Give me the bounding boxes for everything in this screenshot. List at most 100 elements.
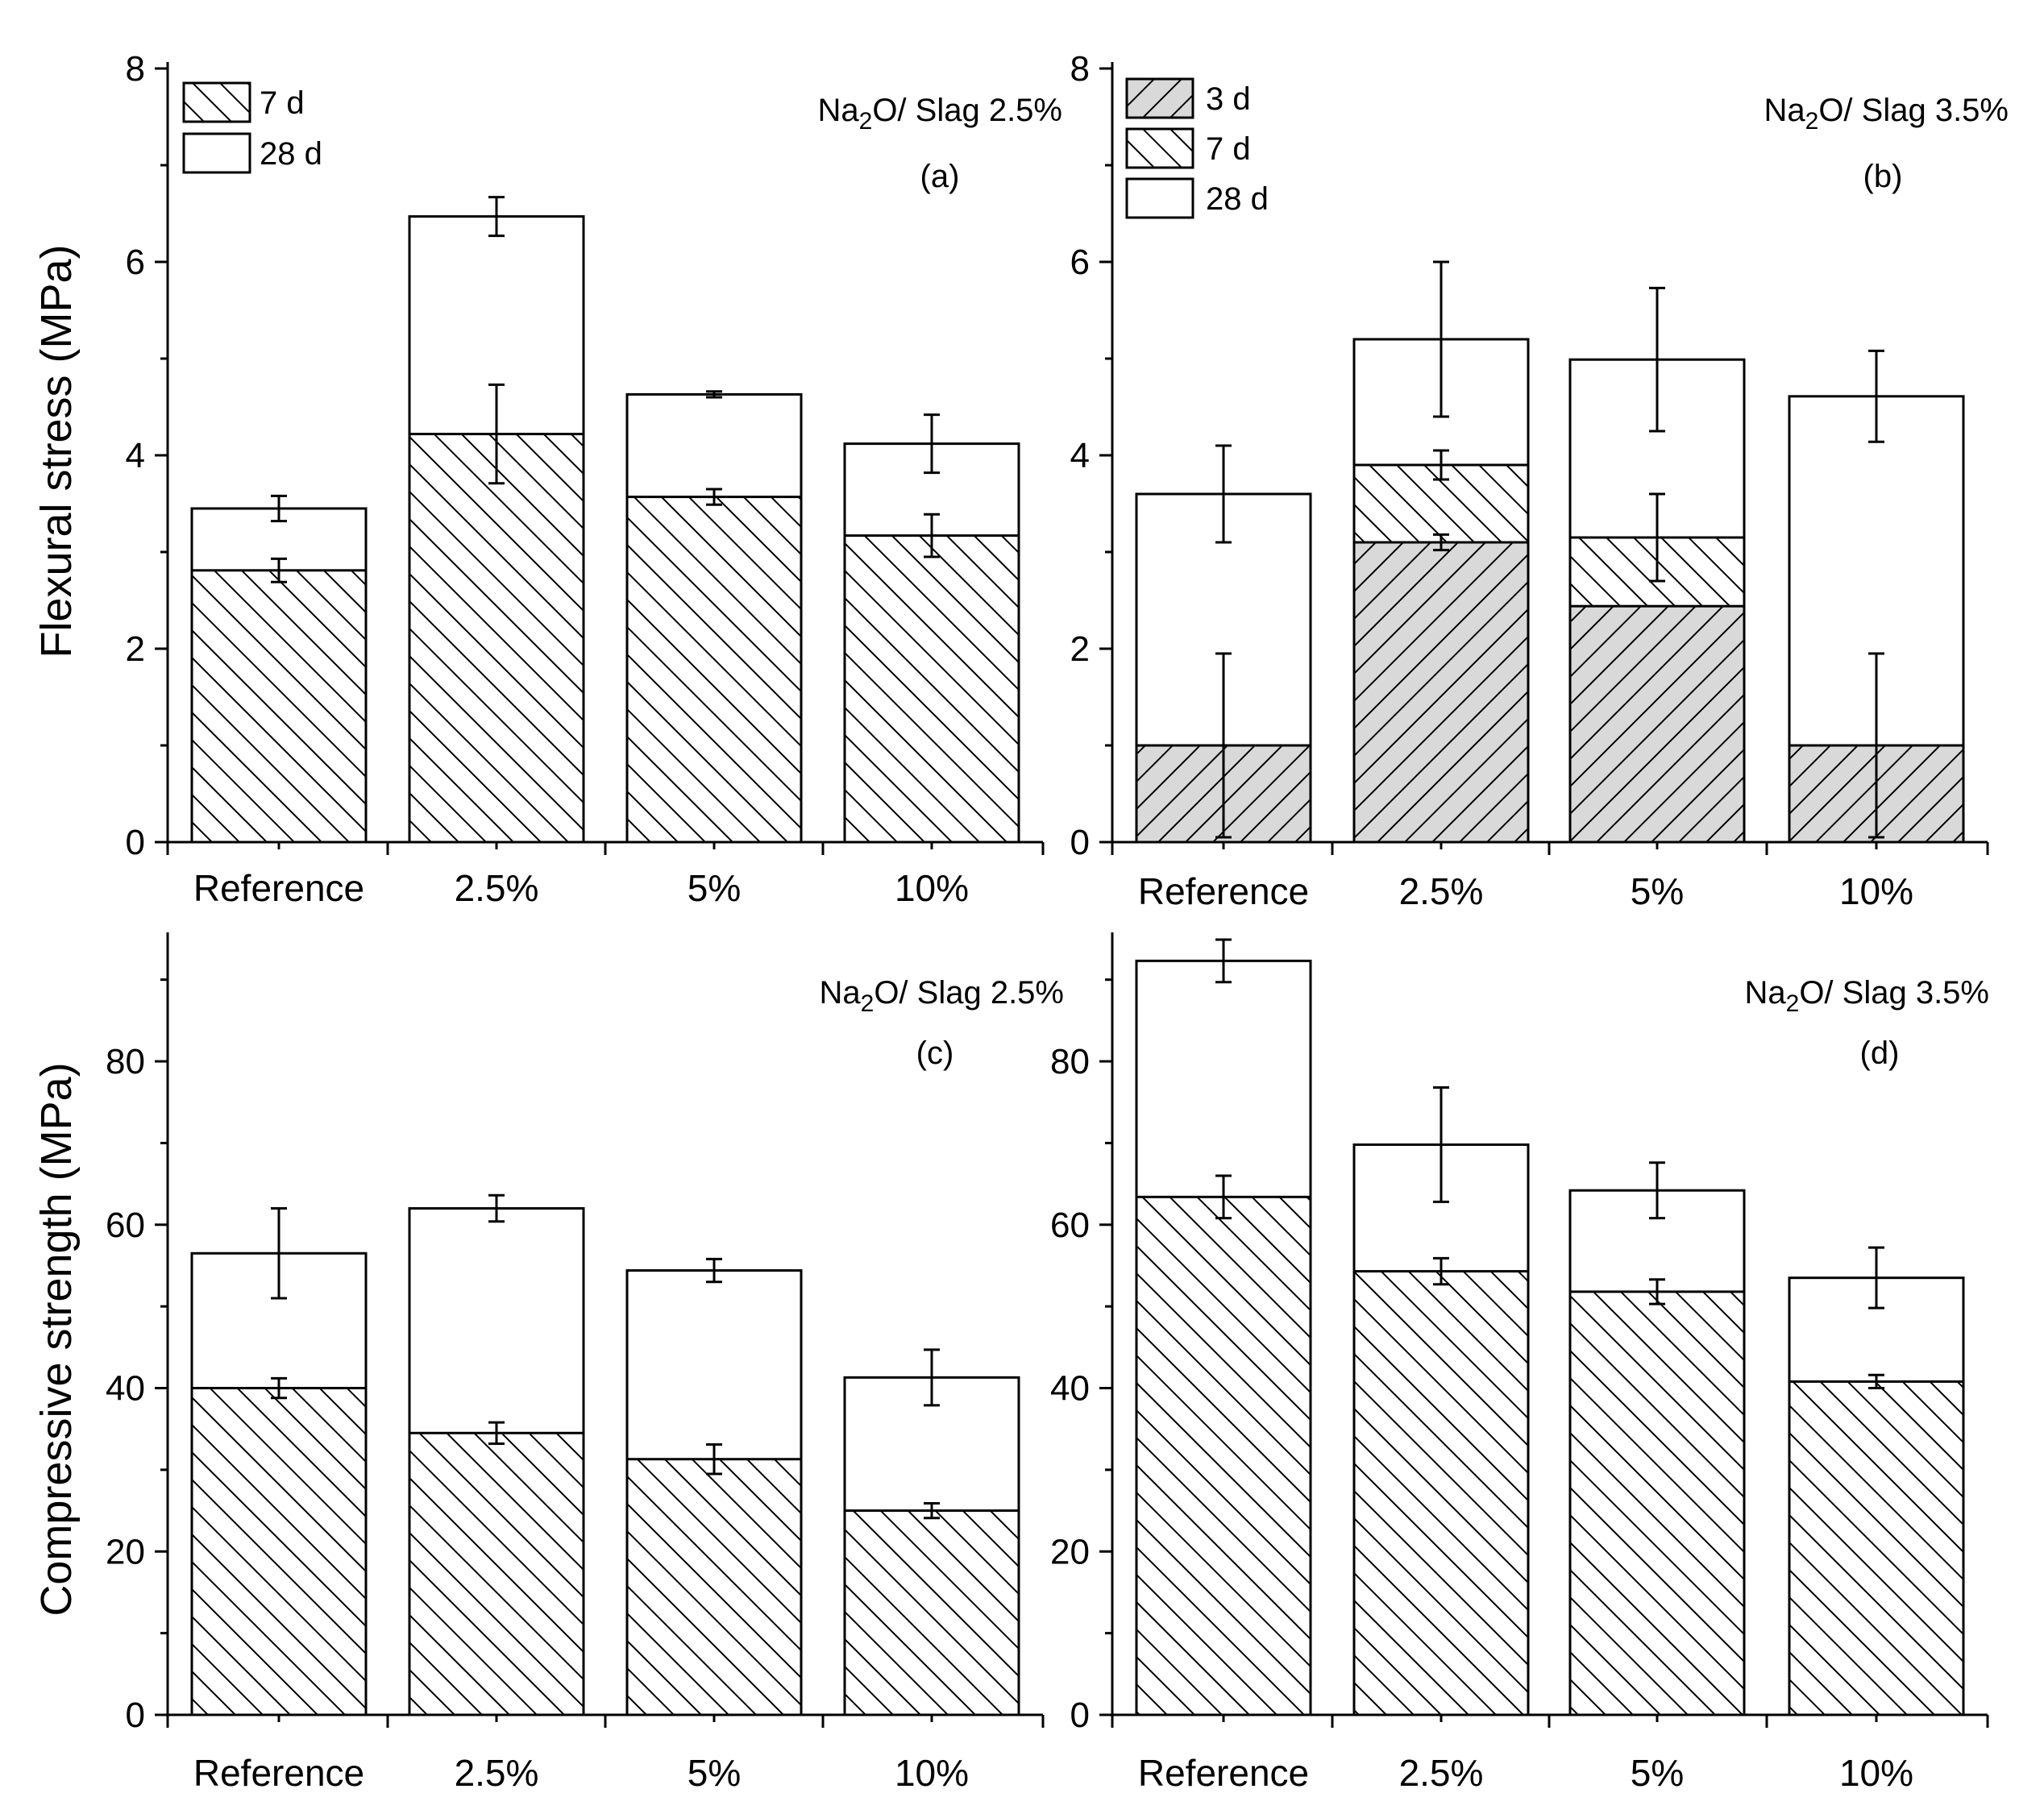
x-category-label-c-reference: Reference [193,1752,364,1794]
bar-c-7-d-reference [190,1387,368,1716]
legend-swatch-3-d [1125,77,1194,119]
ratio-annotation-prefix: Na [817,93,859,128]
y-tick-label-c: 40 [106,1369,145,1409]
ratio-annotation-subscript: 2 [859,108,873,135]
ratio-annotation-subscript: 2 [1786,990,1800,1017]
ratio-annotation-subscript: 2 [1805,108,1819,135]
bar-d-7-d-10pct [1788,1380,1965,1716]
error-bar-c-7-d-5pct [706,1442,722,1476]
legend-label-28-d: 28 d [1206,181,1269,217]
legend-swatch-28-d [1125,177,1194,219]
x-category-label-b-10pct: 10% [1839,870,1913,912]
error-bar-c-7-d-2-5pct [488,1421,505,1445]
panel-label-b: (b) [1863,159,1903,194]
y-tick-label-b: 0 [1070,823,1090,862]
error-bar-c-28-d-5pct [706,1257,722,1284]
error-bar-c-28-d-10pct [924,1348,940,1407]
x-category-label-a-2-5pct: 2.5% [455,867,539,909]
error-bar-a-7-d-reference [271,557,287,583]
legend-label-7-d: 7 d [260,85,305,121]
bar-a-7-d-reference [190,569,368,844]
error-bar-d-7-d-5pct [1649,1278,1665,1305]
y-tick-label-b: 8 [1070,49,1090,89]
y-tick-label-d: 80 [1050,1042,1090,1081]
error-bar-a-7-d-5pct [706,488,722,506]
bar-d-7-d-reference [1135,1195,1312,1716]
error-bar-a-7-d-10pct [924,513,940,558]
error-bar-d-28-d-10pct [1868,1246,1884,1310]
error-bar-d-28-d-5pct [1649,1161,1665,1220]
y-tick-label-a: 4 [126,436,145,475]
y-tick-label-c: 0 [126,1696,145,1735]
legend-label-7-d: 7 d [1206,131,1251,167]
error-bar-a-28-d-reference [271,494,287,523]
error-bar-a-28-d-10pct [924,413,940,475]
x-category-label-a-5pct: 5% [688,867,741,909]
ratio-annotation-c: Na2O/ Slag 2.5% [819,975,1064,1017]
x-category-label-c-2-5pct: 2.5% [455,1752,539,1794]
error-bar-d-28-d-reference [1215,938,1232,984]
error-bar-b-28-d-5pct [1649,286,1665,433]
x-category-label-c-5pct: 5% [688,1752,741,1794]
ratio-annotation-suffix: O/ Slag 2.5% [874,975,1064,1011]
chart-panel-c: 0 20 40 60 80 Reference 2.5% 5% 10% Na2O/ Slag 2.… [106,932,1064,1794]
x-category-label-c-10pct: 10% [895,1752,969,1794]
panel-label-d: (d) [1860,1036,1900,1071]
legend-b: 3 d 7 d 28 d [1125,77,1269,219]
ratio-annotation-prefix: Na [1744,975,1786,1011]
error-bar-b-3-d-reference [1215,652,1232,839]
y-axis-title-flexural: Flexural stress (MPa) [32,244,81,658]
error-bar-b-7-d-2-5pct [1433,449,1449,481]
ratio-annotation-suffix: O/ Slag 3.5% [1799,975,1989,1011]
bar-a-7-d-5pct [625,496,803,844]
y-tick-label-c: 60 [106,1206,145,1245]
error-bar-b-28-d-reference [1215,444,1232,544]
ratio-annotation-prefix: Na [819,975,861,1011]
bar-c-7-d-2-5pct [408,1431,585,1716]
bar-b-3-d-2-5pct [1352,541,1530,844]
error-bar-b-3-d-10pct [1868,652,1884,839]
bar-a-7-d-2-5pct [408,433,585,844]
x-category-label-a-10pct: 10% [895,867,969,909]
error-bar-c-28-d-2-5pct [488,1193,505,1223]
error-bar-b-28-d-2-5pct [1433,260,1449,418]
panel-label-a: (a) [920,159,960,194]
legend-a: 7 d 28 d [182,81,322,174]
x-category-label-a-reference: Reference [193,867,364,909]
x-category-label-b-reference: Reference [1138,870,1309,912]
error-bar-c-7-d-10pct [924,1501,940,1520]
ratio-annotation-suffix: O/ Slag 2.5% [872,93,1062,128]
bar-c-7-d-5pct [625,1458,803,1716]
y-tick-label-b: 6 [1070,243,1090,282]
error-bar-a-28-d-5pct [706,390,722,399]
y-tick-label-b: 2 [1070,629,1090,669]
y-tick-label-d: 40 [1050,1369,1090,1409]
x-category-label-b-5pct: 5% [1631,870,1684,912]
error-bar-c-7-d-reference [271,1376,287,1400]
error-bar-d-7-d-reference [1215,1174,1232,1220]
y-axis-title-compressive: Compressive strength (MPa) [32,1062,81,1616]
legend-label-28-d: 28 d [260,136,322,172]
x-category-label-b-2-5pct: 2.5% [1399,870,1484,912]
y-tick-label-a: 0 [126,823,145,862]
error-bar-c-28-d-reference [271,1207,287,1300]
ratio-annotation-suffix: O/ Slag 3.5% [1818,93,2009,128]
chart-panel-d: 0 20 40 60 80 Reference 2.5% 5% 10% Na2O/ Slag 3.… [1050,932,1989,1794]
panel-label-c: (c) [916,1036,954,1071]
x-category-label-d-10pct: 10% [1839,1752,1913,1794]
error-bar-b-28-d-10pct [1868,349,1884,443]
error-bar-a-7-d-2-5pct [488,383,505,485]
error-bar-b-7-d-5pct [1649,492,1665,583]
error-bar-d-7-d-10pct [1868,1373,1884,1390]
y-tick-label-d: 20 [1050,1532,1090,1571]
legend-label-3-d: 3 d [1206,81,1251,117]
y-tick-label-d: 0 [1070,1696,1090,1735]
ratio-annotation-d: Na2O/ Slag 3.5% [1744,975,1989,1017]
y-tick-label-c: 20 [106,1532,145,1571]
ratio-annotation-prefix: Na [1764,93,1805,128]
legend-swatch-28-d [182,132,251,174]
y-tick-label-b: 4 [1070,436,1090,475]
